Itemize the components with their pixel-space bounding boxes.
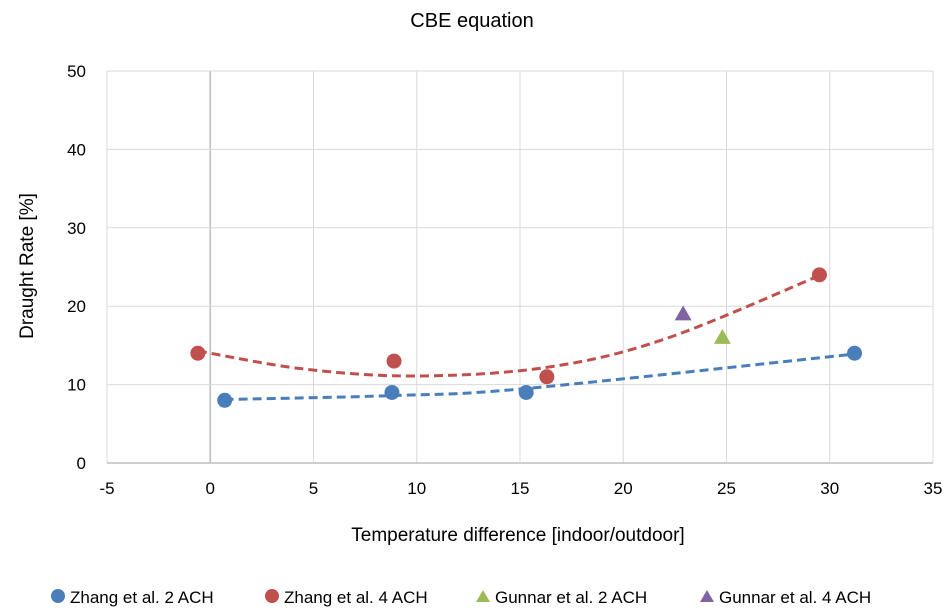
data-point-series-3 (713, 329, 731, 344)
legend-marker (476, 590, 490, 602)
data-point-series-2 (811, 267, 827, 283)
x-tick-label: 25 (717, 479, 736, 498)
data-point-series-1 (518, 384, 534, 400)
data-points (190, 267, 863, 408)
x-tick-label: 0 (206, 479, 215, 498)
x-tick-label: 30 (820, 479, 839, 498)
x-tick-label: 35 (924, 479, 943, 498)
x-tick-label: 5 (309, 479, 318, 498)
data-point-series-1 (847, 345, 863, 361)
y-tick-label: 10 (67, 376, 86, 395)
legend-marker (51, 589, 65, 603)
grid (106, 70, 934, 464)
trendline-series-2 (197, 274, 820, 378)
chart-title: CBE equation (410, 10, 533, 32)
y-tick-label: 0 (77, 454, 86, 473)
data-point-series-1 (217, 392, 233, 408)
x-axis-label: Temperature difference [indoor/outdoor] (351, 525, 684, 546)
legend-label: Zhang et al. 4 ACH (284, 588, 428, 607)
x-tick-label: 20 (614, 479, 633, 498)
trendlines (197, 274, 855, 401)
data-point-series-2 (539, 369, 555, 385)
y-axis-label: Draught Rate [%] (17, 193, 38, 339)
y-tick-label: 50 (67, 62, 86, 81)
data-point-series-2 (386, 353, 402, 369)
y-tick-label: 20 (67, 297, 86, 316)
data-point-series-4 (674, 305, 692, 321)
x-tick-label: -5 (99, 479, 114, 498)
trendline-series-1 (224, 352, 855, 401)
legend-label: Zhang et al. 2 ACH (70, 588, 214, 607)
legend-marker (265, 589, 279, 603)
legend-marker (700, 590, 714, 602)
legend-label: Gunnar et al. 2 ACH (495, 588, 647, 607)
y-tick-label: 40 (67, 140, 86, 159)
x-tick-label: 10 (407, 479, 426, 498)
legend-label: Gunnar et al. 4 ACH (719, 588, 871, 607)
x-tick-label: 15 (511, 479, 530, 498)
y-tick-label: 30 (67, 219, 86, 238)
tick-labels: -5 0 5 10 15 20 25 30 35 0 10 20 30 40 50 (67, 62, 942, 498)
legend: Zhang et al. 2 ACH Zhang et al. 4 ACH Gunn… (51, 588, 871, 607)
data-point-series-1 (384, 384, 400, 400)
data-point-series-2 (190, 345, 206, 361)
